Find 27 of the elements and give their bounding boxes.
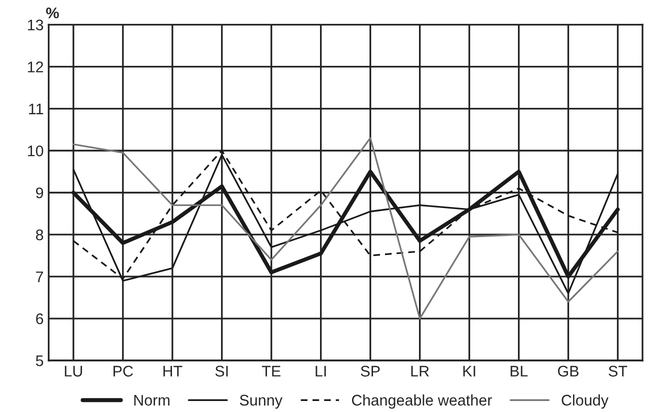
y-tick-label: 7 [36, 272, 44, 282]
x-tick-label: LI [316, 366, 326, 376]
line-series [72, 137, 619, 320]
x-tick-label: SP [360, 366, 380, 377]
x-tick-label: KI [463, 366, 476, 376]
x-tick-label: ST [608, 366, 628, 377]
x-tick-label: LU [64, 366, 82, 377]
x-tick-label: HT [163, 366, 182, 376]
y-tick-label: 9 [36, 187, 44, 198]
y-axis-title: % [46, 8, 59, 18]
x-tick-label: PC [114, 366, 133, 377]
legend-label: Sunny [240, 394, 282, 409]
legend-label: Cloudy [562, 394, 608, 409]
y-tick-label: 13 [28, 20, 44, 30]
y-tick-label: 11 [29, 104, 44, 114]
x-tick-label: TE [262, 366, 280, 376]
x-tick-label: BL [510, 366, 528, 376]
y-tick-label: 12 [28, 62, 44, 72]
y-tick-label: 5 [36, 356, 44, 366]
x-tick-label: GB [558, 366, 579, 377]
y-tick-label: 10 [28, 146, 44, 156]
legend-label: Norm [134, 394, 170, 406]
y-tick-label: 6 [36, 313, 44, 324]
legend-label: Changeable weather [352, 394, 492, 409]
x-tick-label: LR [411, 366, 429, 376]
y-tick-label: 8 [36, 229, 44, 240]
x-tick-label: SI [215, 366, 228, 377]
